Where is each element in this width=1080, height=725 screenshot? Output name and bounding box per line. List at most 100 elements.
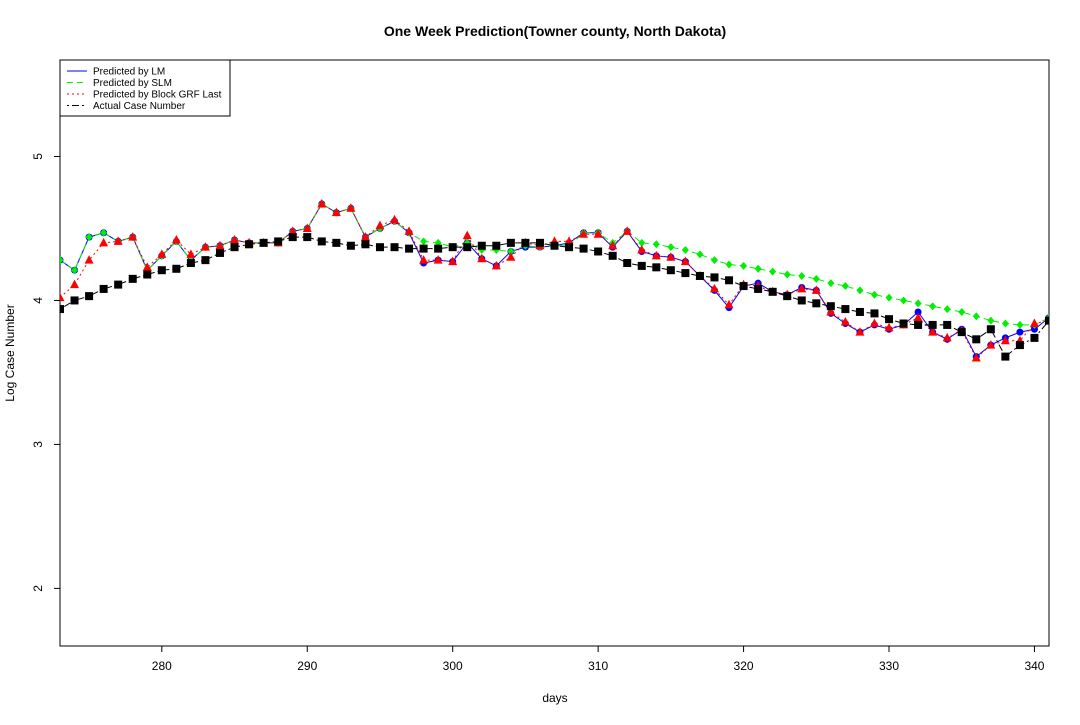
point (404, 226, 414, 235)
point (739, 282, 748, 291)
point (885, 293, 893, 302)
x-tick-label: 330 (879, 659, 899, 673)
point (971, 353, 981, 362)
point (593, 229, 603, 238)
point (463, 243, 472, 252)
point (477, 253, 487, 263)
point (245, 240, 254, 249)
point (1001, 352, 1010, 361)
point (651, 250, 661, 260)
point (666, 266, 675, 275)
point (608, 240, 618, 250)
point (535, 238, 544, 247)
point (914, 320, 923, 329)
point (797, 296, 806, 305)
point (827, 279, 835, 288)
point (885, 315, 894, 324)
point (1029, 318, 1039, 327)
y-tick-label: 5 (31, 153, 45, 160)
point (637, 245, 647, 254)
point (680, 256, 690, 266)
point (346, 203, 356, 212)
point (958, 307, 966, 316)
point (85, 292, 94, 301)
point (972, 335, 981, 344)
point (506, 252, 516, 261)
point (798, 271, 806, 280)
point (521, 238, 530, 247)
point (317, 237, 326, 246)
point (841, 282, 849, 291)
point (913, 312, 923, 322)
point (987, 316, 995, 325)
point (70, 296, 79, 305)
point (143, 270, 152, 279)
point (259, 238, 268, 247)
point (710, 256, 718, 265)
point (186, 259, 195, 268)
point (360, 232, 370, 241)
point (840, 317, 850, 326)
point (667, 243, 675, 252)
point (710, 273, 719, 282)
point (100, 228, 108, 237)
point (99, 284, 108, 293)
point (1016, 328, 1024, 336)
point (186, 249, 196, 258)
point (826, 306, 836, 316)
point (491, 260, 501, 270)
point (855, 327, 865, 336)
point (812, 299, 821, 308)
point (157, 249, 167, 258)
point (157, 266, 166, 275)
point (768, 287, 777, 296)
plot-frame (59, 59, 1050, 647)
x-tick-label: 280 (152, 659, 172, 673)
point (84, 255, 94, 264)
point (812, 274, 820, 283)
point (696, 250, 704, 259)
point (375, 220, 385, 230)
point (1045, 316, 1049, 325)
point (725, 260, 733, 269)
point (419, 255, 429, 264)
point (869, 318, 879, 327)
point (85, 233, 93, 242)
point (70, 279, 80, 289)
point (1000, 335, 1010, 345)
point (114, 280, 123, 289)
point (914, 308, 922, 316)
point (346, 241, 355, 250)
point (1016, 320, 1024, 329)
point (564, 236, 574, 245)
point (303, 233, 312, 242)
point (302, 223, 312, 232)
point (797, 283, 807, 293)
point (230, 243, 239, 252)
plot-area (60, 198, 1049, 362)
point (506, 238, 515, 247)
point (769, 267, 777, 276)
point (171, 234, 181, 244)
point (462, 230, 472, 240)
point (986, 340, 996, 349)
point (448, 256, 458, 266)
point (288, 226, 298, 235)
point (142, 262, 152, 271)
point (695, 271, 704, 280)
point (433, 255, 443, 264)
point (128, 274, 137, 283)
x-axis-label: days (542, 691, 567, 705)
point (986, 325, 995, 334)
point (215, 240, 225, 250)
point (637, 261, 646, 270)
point (448, 243, 457, 252)
point (60, 305, 64, 314)
point (783, 270, 791, 279)
point (681, 269, 690, 278)
point (957, 328, 966, 337)
y-tick-label: 3 (31, 441, 45, 448)
point (900, 296, 908, 305)
